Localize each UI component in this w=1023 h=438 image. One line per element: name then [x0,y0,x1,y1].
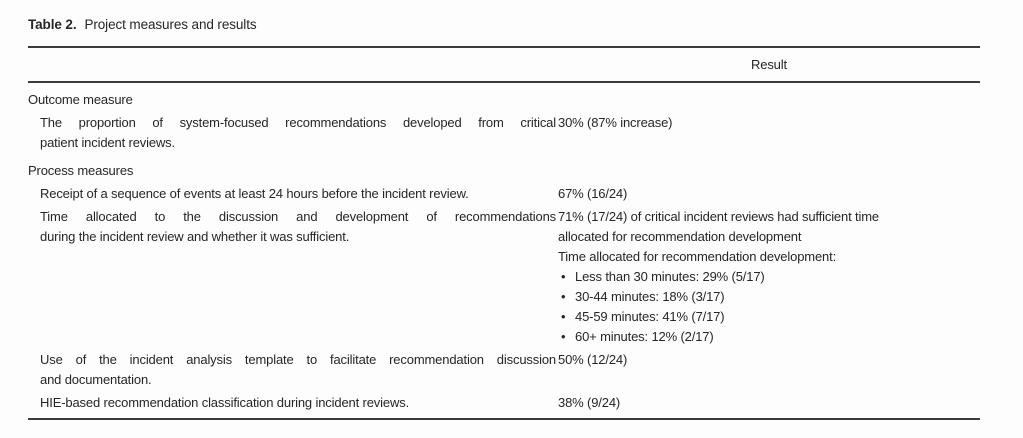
result-text-line: 71% (17/24) of critical incident reviews… [558,209,879,224]
result-text-line: 38% (9/24) [558,395,621,410]
measure-cell: Receipt of a sequence of events at least… [28,184,558,204]
measures-table: Result Outcome measure The proportion of… [28,46,980,420]
section-outcome-measure: Outcome measure [28,92,133,107]
measure-text-line: HIE-based recommendation classification … [40,395,410,410]
result-cell: 50% (12/24) [558,350,980,390]
table-row-hie-classification: HIE-based recommendation classification … [28,393,980,413]
table-row-incident-analysis-template: Use of the incident analysis template to… [28,350,980,390]
result-text-line: allocated for recommendation development [558,229,802,244]
result-text-line: 30% (87% increase) [558,115,673,130]
measure-cell: The proportion of system-focused recomme… [28,113,558,153]
table-body: Outcome measure The proportion of system… [28,83,980,420]
table-caption-label: Table 2. [28,17,77,32]
result-cell: 38% (9/24) [558,393,980,413]
measure-text-line: and documentation. [40,372,152,387]
measure-text-line: Receipt of a sequence of events at least… [40,186,469,201]
result-column-header: Result [751,56,787,72]
measure-cell: Use of the incident analysis template to… [28,350,558,390]
measure-text-line: during the incident review and whether i… [40,229,350,244]
result-bullet-item: Less than 30 minutes: 29% (5/17) [558,267,978,287]
measure-text-line: patient incident reviews. [40,135,175,150]
result-bullet-item: 45-59 minutes: 41% (7/17) [558,307,978,327]
table-row-proportion-recommendations: The proportion of system-focused recomme… [28,113,980,153]
result-cell: 71% (17/24) of critical incident reviews… [558,207,980,347]
table-row-receipt-sequence: Receipt of a sequence of events at least… [28,184,980,204]
result-text-line: 67% (16/24) [558,186,628,201]
table-caption-title: Project measures and results [84,17,257,32]
measure-cell: Time allocated to the discussion and dev… [28,207,558,347]
result-cell: 67% (16/24) [558,184,980,204]
result-bullet-item: 30-44 minutes: 18% (3/17) [558,287,978,307]
table-header-row: Result [28,46,980,83]
measure-text-line: Use of the incident analysis template to… [40,352,556,367]
result-cell: 30% (87% increase) [558,113,980,153]
measure-text-line: The proportion of system-focused recomme… [40,115,556,130]
result-text-line: Time allocated for recommendation develo… [558,249,837,264]
result-text-line: 50% (12/24) [558,352,628,367]
result-bullet-item: 60+ minutes: 12% (2/17) [558,327,978,347]
table-row-time-allocated: Time allocated to the discussion and dev… [28,207,980,347]
measure-text-line: Time allocated to the discussion and dev… [40,209,556,224]
section-process-measures: Process measures [28,163,134,178]
table-caption: Table 2. Project measures and results [28,17,257,32]
measure-cell: HIE-based recommendation classification … [28,393,558,413]
